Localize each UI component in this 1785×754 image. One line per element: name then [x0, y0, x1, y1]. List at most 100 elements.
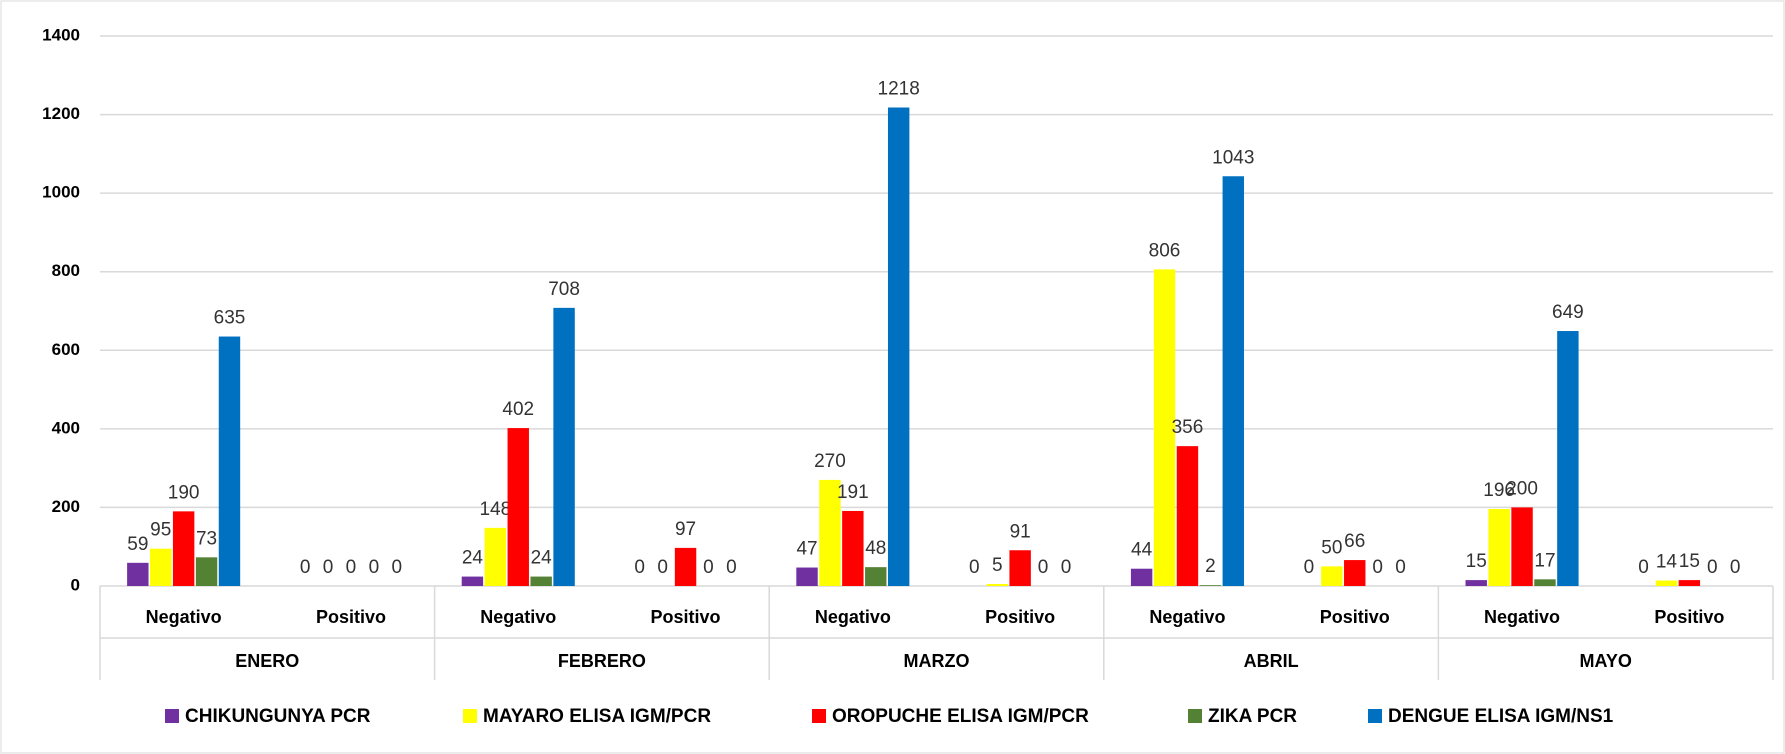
value-label: 0 — [1372, 557, 1383, 578]
value-label: 91 — [1010, 521, 1031, 542]
bar — [1321, 566, 1343, 586]
value-label: 0 — [369, 557, 380, 578]
value-label: 0 — [1638, 557, 1649, 578]
value-label: 148 — [479, 499, 511, 520]
legend-label: OROPUCHE ELISA IGM/PCR — [832, 706, 1089, 727]
bar — [1557, 331, 1579, 586]
value-label: 200 — [1506, 478, 1538, 499]
legend-marker — [165, 709, 179, 723]
value-label: 0 — [1730, 557, 1741, 578]
y-tick-label: 200 — [52, 497, 80, 516]
legend-label: DENGUE ELISA IGM/NS1 — [1388, 706, 1614, 727]
y-tick-label: 1000 — [42, 183, 80, 202]
x-tick-label: Positivo — [651, 607, 721, 627]
y-tick-label: 800 — [52, 261, 80, 280]
value-label: 191 — [837, 482, 869, 503]
legend-marker — [1188, 709, 1202, 723]
y-tick-label: 1200 — [42, 104, 80, 123]
value-label: 15 — [1679, 551, 1700, 572]
value-label: 270 — [814, 451, 846, 472]
value-label: 73 — [196, 528, 217, 549]
value-label: 0 — [323, 557, 334, 578]
value-label: 806 — [1149, 240, 1181, 261]
bar — [1534, 579, 1556, 586]
legend-label: CHIKUNGUNYA PCR — [185, 706, 371, 727]
bar — [819, 479, 841, 586]
bar — [553, 307, 575, 586]
group-label: MARZO — [904, 651, 970, 671]
x-tick-label: Negativo — [1149, 607, 1225, 627]
value-label: 0 — [1395, 557, 1406, 578]
group-label: ABRIL — [1244, 651, 1299, 671]
value-label: 1218 — [878, 79, 920, 100]
value-label: 48 — [865, 538, 886, 559]
value-label: 5 — [992, 555, 1003, 576]
legend-label: MAYARO ELISA IGM/PCR — [483, 706, 711, 727]
x-tick-label: Positivo — [985, 607, 1055, 627]
value-label: 402 — [502, 399, 534, 420]
value-label: 708 — [548, 279, 580, 300]
value-label: 97 — [675, 519, 696, 540]
bar — [796, 567, 818, 586]
value-label: 0 — [703, 557, 714, 578]
x-tick-label: Negativo — [146, 607, 222, 627]
value-label: 0 — [1038, 557, 1049, 578]
value-label: 17 — [1534, 550, 1555, 571]
value-label: 0 — [1707, 557, 1718, 578]
bar — [1176, 446, 1199, 586]
x-tick-label: Negativo — [1484, 607, 1560, 627]
bar — [1655, 580, 1678, 586]
bar — [1678, 580, 1701, 586]
bar — [1009, 550, 1031, 586]
bar — [1344, 560, 1366, 586]
value-label: 0 — [1061, 557, 1072, 578]
value-label: 2 — [1205, 556, 1216, 577]
group-label: MAYO — [1580, 651, 1632, 671]
value-label: 0 — [634, 557, 645, 578]
group-label: ENERO — [235, 651, 299, 671]
x-tick-label: Positivo — [1654, 607, 1724, 627]
value-label: 0 — [969, 557, 980, 578]
value-label: 356 — [1172, 417, 1204, 438]
bar — [461, 576, 484, 586]
value-label: 196 — [1483, 480, 1515, 501]
legend-marker — [1368, 709, 1382, 723]
value-label: 635 — [214, 308, 246, 329]
bar — [218, 336, 241, 586]
x-tick-label: Positivo — [1320, 607, 1390, 627]
legend-label: ZIKA PCR — [1208, 706, 1297, 727]
bar — [172, 511, 195, 586]
bar — [1130, 568, 1153, 586]
y-tick-label: 400 — [52, 418, 80, 437]
value-label: 59 — [127, 534, 148, 555]
legend-marker — [463, 709, 477, 723]
x-tick-label: Negativo — [480, 607, 556, 627]
y-tick-label: 600 — [52, 340, 80, 359]
value-label: 190 — [168, 482, 200, 503]
bar — [484, 527, 507, 586]
bar — [674, 547, 697, 586]
group-label: FEBRERO — [558, 651, 646, 671]
value-label: 0 — [391, 557, 402, 578]
value-label: 0 — [726, 557, 737, 578]
bar — [1511, 507, 1533, 586]
value-label: 0 — [300, 557, 311, 578]
value-label: 66 — [1344, 531, 1365, 552]
bar — [842, 510, 864, 586]
bar — [127, 562, 149, 586]
legend-marker — [812, 709, 826, 723]
value-label: 95 — [150, 520, 171, 541]
bar — [195, 557, 218, 586]
value-label: 0 — [346, 557, 357, 578]
x-tick-label: Positivo — [316, 607, 386, 627]
x-tick-label: Negativo — [815, 607, 891, 627]
bar — [507, 428, 529, 586]
y-tick-label: 0 — [71, 575, 80, 594]
value-label: 649 — [1552, 302, 1584, 323]
bar — [1465, 580, 1487, 586]
value-label: 50 — [1321, 537, 1342, 558]
bar — [530, 576, 552, 586]
bar — [1222, 176, 1244, 586]
value-label: 0 — [657, 557, 668, 578]
